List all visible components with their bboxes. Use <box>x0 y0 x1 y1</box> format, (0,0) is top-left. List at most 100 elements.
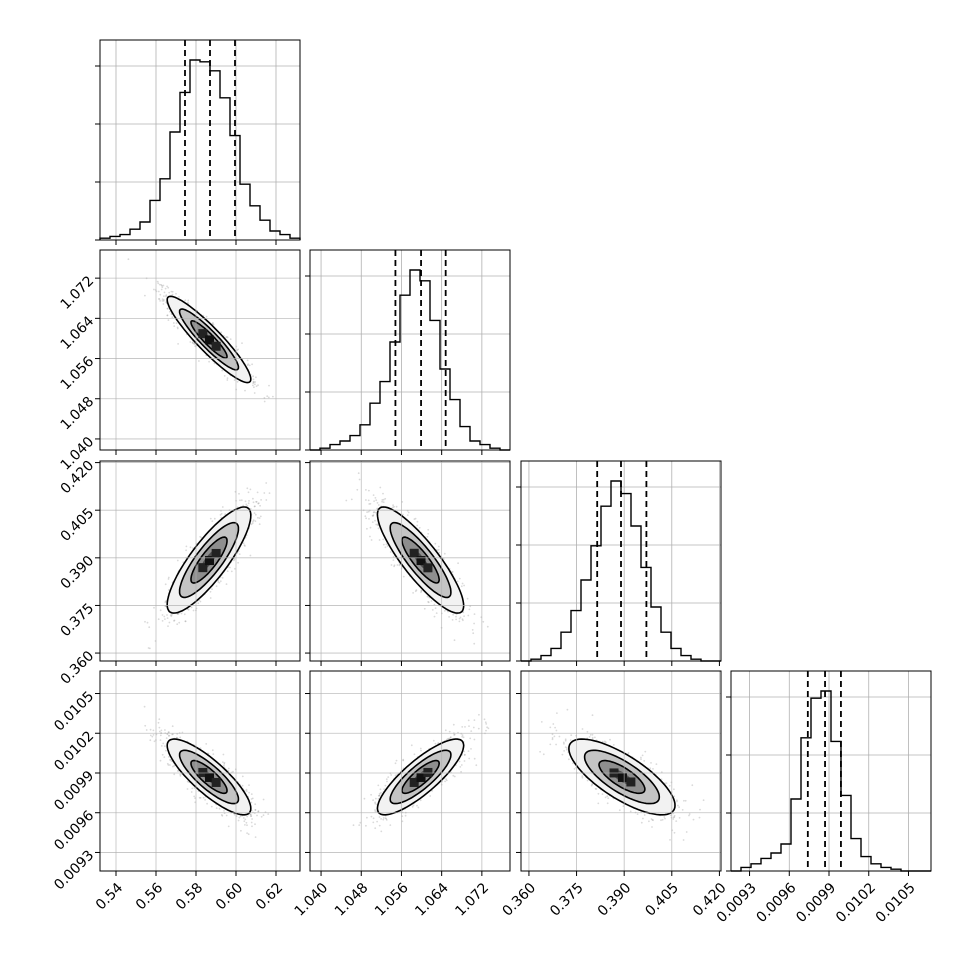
scatter-point <box>185 545 188 548</box>
scatter-point <box>199 747 202 750</box>
scatter-point <box>431 609 434 611</box>
scatter-point <box>176 326 179 329</box>
scatter-point <box>171 316 174 319</box>
scatter-point <box>430 600 433 602</box>
scatter-point <box>191 341 194 344</box>
scatter-point <box>212 323 215 326</box>
scatter-point <box>184 299 187 302</box>
scatter-point <box>167 576 170 579</box>
panel-content <box>100 671 300 871</box>
scatter-point <box>149 647 151 650</box>
scatter-point <box>226 336 228 338</box>
scatter-point <box>171 613 173 616</box>
scatter-point <box>193 787 196 789</box>
scatter-point <box>176 770 179 772</box>
scatter-point <box>162 300 165 302</box>
scatter-point <box>378 539 381 541</box>
scatter-point <box>237 348 240 351</box>
panel-frame <box>309 249 511 451</box>
scatter-point <box>170 290 173 293</box>
scatter-point <box>423 607 426 610</box>
scatter-point <box>162 298 165 301</box>
scatter-point <box>438 551 441 554</box>
scatter-point <box>382 501 385 503</box>
scatter-point <box>171 290 174 293</box>
scatter-point <box>176 736 178 739</box>
scatter-point <box>455 615 457 618</box>
scatter-point <box>158 283 161 286</box>
scatter-point <box>213 362 216 365</box>
scatter-point <box>221 577 224 579</box>
scatter-point <box>252 381 255 383</box>
scatter-point <box>253 381 255 384</box>
scatter-point <box>212 322 214 324</box>
scatter-point <box>185 549 188 552</box>
scatter-panel-3-1 <box>95 452 301 666</box>
scatter-point <box>249 488 252 491</box>
scatter-point <box>157 721 160 724</box>
scatter-point <box>252 519 255 522</box>
scatter-point <box>266 395 269 398</box>
scatter-point <box>265 499 268 501</box>
scatter-point <box>280 452 282 454</box>
scatter-point <box>229 338 232 341</box>
scatter-point <box>165 294 168 296</box>
scatter-point <box>176 623 179 626</box>
scatter-point <box>223 375 226 377</box>
scatter-point <box>161 300 164 302</box>
scatter-point <box>486 625 489 628</box>
scatter-point <box>199 600 202 603</box>
scatter-point <box>265 482 268 484</box>
scatter-point <box>167 731 170 734</box>
scatter-point <box>177 343 180 345</box>
scatter-point <box>187 301 189 304</box>
scatter-point <box>255 385 258 388</box>
scatter-point <box>366 511 368 513</box>
scatter-point <box>398 564 401 567</box>
scatter-point <box>250 801 253 804</box>
scatter-point <box>159 293 162 296</box>
scatter-panel-3-2 <box>305 460 511 666</box>
scatter-point <box>367 510 370 513</box>
scatter-point <box>369 502 372 505</box>
histogram-step <box>310 269 510 451</box>
scatter-point <box>461 618 464 620</box>
scatter-point <box>215 807 218 809</box>
scatter-point <box>252 384 254 387</box>
scatter-point <box>385 543 388 545</box>
scatter-point <box>407 511 410 514</box>
scatter-point <box>226 377 229 379</box>
scatter-point <box>435 612 438 614</box>
scatter-point <box>163 291 166 294</box>
scatter-point <box>146 621 149 624</box>
scatter-point <box>391 506 394 509</box>
scatter-point <box>175 292 177 295</box>
scatter-point <box>420 590 423 592</box>
scatter-point <box>458 620 461 623</box>
scatter-point <box>420 590 423 592</box>
histogram-step <box>731 690 931 872</box>
scatter-point <box>250 815 252 818</box>
scatter-point <box>395 505 398 508</box>
scatter-point <box>167 764 170 766</box>
scatter-point <box>254 513 257 516</box>
scatter-point <box>169 759 171 761</box>
scatter-point <box>169 614 172 617</box>
scatter-point <box>171 733 174 736</box>
scatter-point <box>226 379 229 381</box>
scatter-point <box>416 520 419 523</box>
scatter-point <box>458 577 461 580</box>
scatter-point <box>241 775 244 778</box>
scatter-point <box>246 487 249 490</box>
scatter-point <box>192 547 194 549</box>
scatter-point <box>170 615 173 618</box>
scatter-point <box>443 552 446 555</box>
scatter-point <box>215 585 218 588</box>
scatter-point <box>254 836 257 838</box>
scatter-point <box>233 559 235 562</box>
scatter-point <box>457 562 459 565</box>
scatter-point <box>368 503 371 505</box>
scatter-point <box>223 763 226 765</box>
scatter-point <box>247 491 250 494</box>
scatter-point <box>254 381 257 383</box>
